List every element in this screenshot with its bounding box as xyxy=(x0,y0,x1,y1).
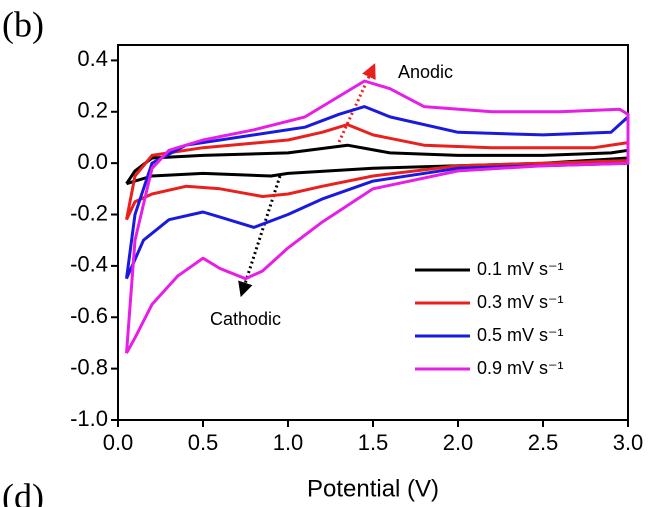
y-tick-label: -0.8 xyxy=(70,354,108,379)
x-tick-label: 0.5 xyxy=(188,430,219,455)
cv-curve xyxy=(125,105,630,280)
legend-label: 0.9 mV s⁻¹ xyxy=(477,358,564,378)
next-panel-label: (d) xyxy=(2,476,44,507)
x-tick-label: 0.0 xyxy=(103,430,134,455)
panel-label: (b) xyxy=(2,4,44,44)
y-tick-label: 0.0 xyxy=(77,149,108,174)
x-tick-label: 1.5 xyxy=(358,430,389,455)
annotation: Cathodic xyxy=(210,309,281,329)
x-tick-label: 1.0 xyxy=(273,430,304,455)
legend-label: 0.5 mV s⁻¹ xyxy=(477,325,564,345)
legend-label: 0.1 mV s⁻¹ xyxy=(477,259,564,279)
y-tick-label: 0.4 xyxy=(77,46,108,71)
cv-curve xyxy=(125,79,630,354)
x-tick-label: 3.0 xyxy=(613,430,644,455)
x-tick-label: 2.5 xyxy=(528,430,559,455)
x-tick-label: 2.0 xyxy=(443,430,474,455)
legend-label: 0.3 mV s⁻¹ xyxy=(477,292,564,312)
y-tick-label: -0.2 xyxy=(70,200,108,225)
y-tick-label: 0.2 xyxy=(77,98,108,123)
y-tick-label: -0.4 xyxy=(70,252,108,277)
x-axis-label: Potential (V) xyxy=(307,475,439,502)
y-tick-label: -1.0 xyxy=(70,406,108,431)
annotation: Anodic xyxy=(398,62,453,82)
y-tick-label: -0.6 xyxy=(70,303,108,328)
